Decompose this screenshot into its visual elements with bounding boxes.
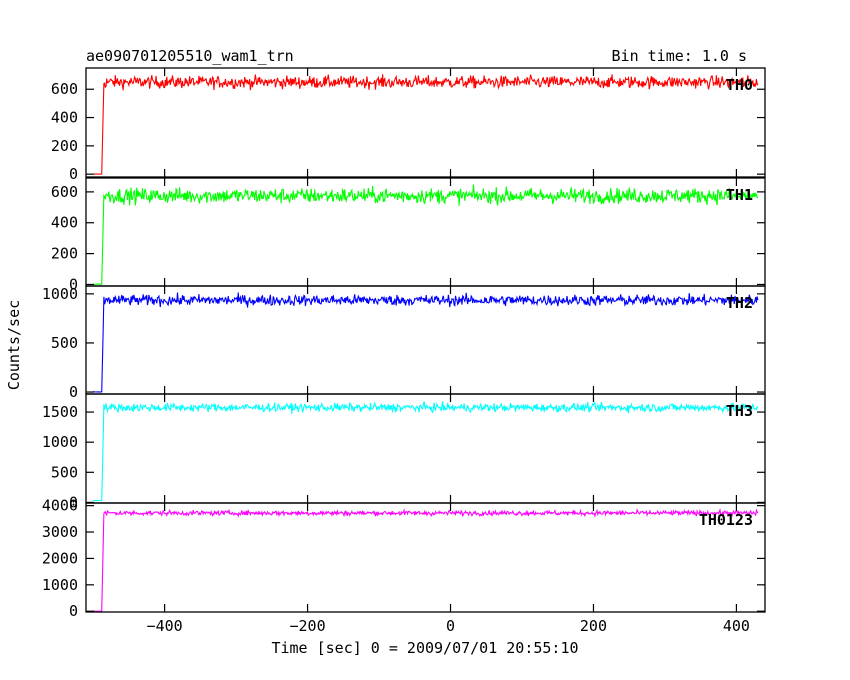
y-tick-label: 0 [69, 493, 78, 511]
panel-frame [85, 67, 766, 178]
panel-label: TH0 [726, 76, 753, 94]
panel-th1: 0 200 400 600 TH1 [51, 177, 766, 293]
y-tick-label: 200 [51, 245, 78, 263]
x-tick-label: 200 [580, 617, 607, 635]
chart-title: ae090701205510_wam1_trn [86, 47, 294, 65]
x-tick-label: −400 [147, 617, 183, 635]
y-tick-label: 600 [51, 183, 78, 201]
series-line-th3 [93, 401, 759, 502]
y-tick-label: 400 [51, 214, 78, 232]
panel-label: TH2 [726, 294, 753, 312]
panel-th3: 0 500 1000 1500 TH3 [42, 393, 766, 511]
series-line-th0123 [93, 508, 759, 612]
y-tick-label: 3000 [42, 523, 78, 541]
y-tick-label: 400 [51, 109, 78, 127]
y-tick-label: 4000 [42, 497, 78, 515]
series-line-th0 [93, 74, 759, 175]
y-tick-label: 1500 [42, 403, 78, 421]
x-tick-label: −200 [290, 617, 326, 635]
panel-stack: 0 200 400 600 TH0 0 200 400 600 TH1 0 500 1000 TH2 0 50… [42, 67, 766, 620]
y-tick-label: 0 [69, 165, 78, 183]
y-tick-label: 0 [69, 275, 78, 293]
y-tick-label: 200 [51, 137, 78, 155]
y-tick-label: 1000 [42, 285, 78, 303]
bin-time-label: Bin time: 1.0 s [612, 47, 747, 65]
y-tick-label: 500 [51, 463, 78, 481]
panel-label: TH1 [726, 186, 753, 204]
x-tick-label: 400 [723, 617, 750, 635]
series-line-th1 [93, 184, 759, 285]
panel-th0123: 0 1000 2000 3000 4000 TH0123 [42, 497, 766, 620]
y-tick-label: 600 [51, 80, 78, 98]
x-axis: −400 −200 0 200 400 [147, 617, 750, 635]
y-tick-label: 1000 [42, 576, 78, 594]
panel-label: TH3 [726, 402, 753, 420]
y-tick-label: 2000 [42, 549, 78, 567]
y-tick-label: 0 [69, 383, 78, 401]
y-axis-label: Counts/sec [5, 300, 23, 390]
series-line-th2 [92, 292, 759, 393]
y-tick-label: 0 [69, 602, 78, 620]
x-tick-label: 0 [446, 617, 455, 635]
panel-th0: 0 200 400 600 TH0 [51, 67, 766, 183]
y-tick-label: 500 [51, 334, 78, 352]
panel-frame [85, 502, 766, 613]
panel-label: TH0123 [699, 511, 753, 529]
y-tick-label: 1000 [42, 433, 78, 451]
x-axis-label: Time [sec] 0 = 2009/07/01 20:55:10 [271, 639, 578, 657]
panel-th2: 0 500 1000 TH2 [42, 285, 766, 401]
